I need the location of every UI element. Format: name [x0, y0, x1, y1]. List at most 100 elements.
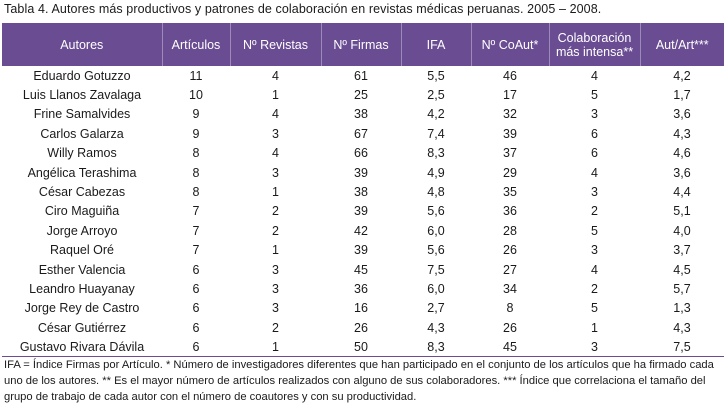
header-autores: Autores — [60, 37, 104, 52]
cell-autart: 5,1 — [673, 204, 691, 219]
table-row: Ciro Maguiña 7 2 39 5,6 36 2 5,1 — [2, 202, 724, 221]
cell-revistas: 3 — [272, 126, 279, 141]
cell-author-name: Carlos Galarza — [40, 126, 124, 141]
cell-articulos: 10 — [189, 88, 203, 103]
cell-articulos: 7 — [192, 223, 200, 238]
cell-articulos: 6 — [192, 281, 200, 296]
header-colaboracion: Colaboración más intensa** — [548, 23, 640, 66]
cell-revistas: 2 — [272, 320, 279, 335]
cell-coaut: 26 — [503, 320, 517, 335]
cell-coaut: 46 — [503, 68, 517, 83]
cell-firmas: 61 — [354, 68, 368, 83]
cell-coaut: 27 — [503, 262, 517, 277]
cell-revistas: 3 — [272, 165, 279, 180]
cell-firmas: 67 — [354, 126, 368, 141]
cell-ifa: 6,0 — [427, 223, 445, 238]
cell-revistas: 4 — [272, 68, 279, 83]
table-row: Luis Llanos Zavalaga 10 1 25 2,5 17 5 1,7 — [2, 85, 724, 104]
cell-ifa: 7,5 — [427, 262, 445, 277]
cell-revistas: 1 — [272, 88, 279, 103]
table-caption: Tabla 4. Autores más productivos y patro… — [4, 2, 602, 16]
cell-articulos: 6 — [192, 262, 200, 277]
cell-coaut: 28 — [503, 223, 517, 238]
cell-articulos: 8 — [192, 146, 200, 161]
cell-author-name: César Cabezas — [38, 185, 126, 200]
cell-ifa: 5,6 — [427, 204, 445, 219]
cell-author-name: César Gutiérrez — [37, 320, 127, 335]
cell-revistas: 3 — [272, 262, 279, 277]
cell-autart: 3,6 — [673, 165, 691, 180]
cell-author-name: Jorge Arroyo — [46, 223, 118, 238]
cell-firmas: 39 — [354, 204, 368, 219]
cell-ifa: 4,2 — [427, 107, 445, 122]
cell-ifa: 5,6 — [427, 243, 445, 258]
header-ifa: IFA — [400, 23, 471, 66]
cell-colaboracion: 6 — [591, 126, 598, 141]
cell-articulos: 8 — [192, 185, 200, 200]
cell-ifa: 2,7 — [427, 301, 445, 316]
cell-author-name: Ciro Maguiña — [44, 204, 120, 219]
cell-articulos: 9 — [192, 107, 200, 122]
cell-author-name: Luis Llanos Zavalaga — [22, 88, 142, 103]
cell-ifa: 8,3 — [427, 146, 445, 161]
cell-coaut: 17 — [503, 88, 517, 103]
cell-firmas: 50 — [321, 337, 401, 358]
cell-autart: 1,7 — [673, 88, 691, 103]
table-row: Esther Valencia 6 3 45 7,5 27 4 4,5 — [2, 260, 724, 279]
header-autart: Aut/Art*** — [639, 23, 724, 66]
header-revistas: Nº Revistas — [229, 23, 321, 66]
cell-ifa: 4,3 — [427, 320, 445, 335]
cell-revistas: 2 — [272, 204, 279, 219]
cell-ifa: 5,5 — [427, 68, 445, 83]
cell-ifa: 6,0 — [427, 281, 445, 296]
cell-coaut: 45 — [471, 337, 549, 358]
cell-author-name: Leandro Huayanay — [29, 281, 135, 296]
cell-autart: 3,7 — [673, 243, 691, 258]
cell-colaboracion: 1 — [591, 320, 598, 335]
cell-coaut: 26 — [503, 243, 517, 258]
authors-table: Autores Artículos Nº Revistas Nº Firmas … — [2, 23, 724, 358]
cell-autart: 1,3 — [673, 301, 691, 316]
cell-colaboracion: 3 — [591, 185, 598, 200]
header-coaut: Nº CoAut* — [470, 23, 549, 66]
cell-revistas: 1 — [272, 185, 279, 200]
table-row: Raquel Oré 7 1 39 5,6 26 3 3,7 — [2, 241, 724, 260]
cell-coaut: 29 — [503, 165, 517, 180]
cell-firmas: 26 — [354, 320, 368, 335]
table-row: Angélica Terashima 8 3 39 4,9 29 4 3,6 — [2, 163, 724, 182]
cell-colaboracion: 4 — [591, 262, 598, 277]
cell-author-name: Raquel Oré — [50, 243, 114, 258]
cell-autart: 7,5 — [640, 337, 724, 358]
cell-colaboracion: 3 — [549, 337, 640, 358]
cell-firmas: 66 — [354, 146, 368, 161]
cell-colaboracion: 3 — [591, 107, 598, 122]
cell-colaboracion: 4 — [591, 165, 598, 180]
table-body: Eduardo Gotuzzo 11 4 61 5,5 46 4 4,2 Luis Llanos… — [2, 66, 724, 358]
header-colaboracion-line1: Colaboración — [557, 30, 632, 45]
cell-coaut: 32 — [503, 107, 517, 122]
cell-coaut: 39 — [503, 126, 517, 141]
cell-autart: 4,0 — [673, 223, 691, 238]
table-row: Carlos Galarza 9 3 67 7,4 39 6 4,3 — [2, 124, 724, 143]
cell-colaboracion: 5 — [591, 223, 598, 238]
cell-articulos: 6 — [162, 337, 230, 358]
cell-firmas: 45 — [354, 262, 368, 277]
table-row: Gustavo Rivara Dávila 6 1 50 8,3 45 3 7,5 — [2, 337, 724, 358]
cell-ifa: 8,3 — [401, 337, 471, 358]
cell-articulos: 8 — [192, 165, 200, 180]
cell-articulos: 9 — [192, 126, 200, 141]
cell-author-name: Frine Samalvides — [33, 107, 131, 122]
cell-ifa: 2,5 — [427, 88, 445, 103]
cell-revistas: 4 — [272, 107, 279, 122]
cell-author-name: Jorge Rey de Castro — [24, 301, 140, 316]
cell-firmas: 36 — [354, 281, 368, 296]
cell-author-name: Willy Ramos — [47, 146, 117, 161]
table-header-row: Autores Artículos Nº Revistas Nº Firmas … — [2, 23, 724, 66]
cell-autart: 4,4 — [673, 185, 691, 200]
cell-articulos: 6 — [192, 320, 200, 335]
cell-revistas: 3 — [272, 281, 279, 296]
header-firmas: Nº Firmas — [320, 23, 401, 66]
table-row: César Cabezas 8 1 38 4,8 35 3 4,4 — [2, 182, 724, 201]
header-colaboracion-line2: más intensa** — [555, 44, 634, 59]
cell-author-name: Eduardo Gotuzzo — [33, 68, 131, 83]
